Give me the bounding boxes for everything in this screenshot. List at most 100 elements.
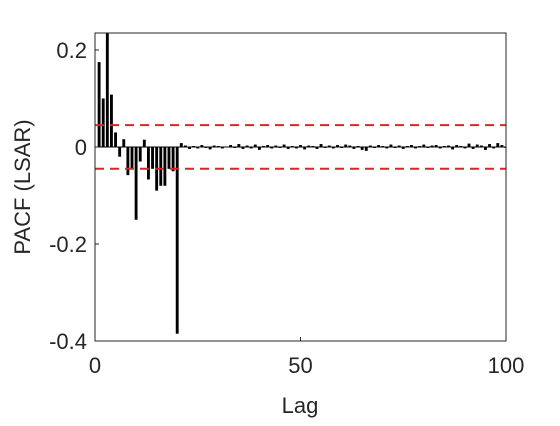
bar xyxy=(368,145,372,147)
bar xyxy=(393,146,397,148)
bar xyxy=(245,145,249,147)
y-tick-label: -0.4 xyxy=(49,329,87,354)
bar xyxy=(401,146,405,149)
y-axis-label: PACF (LSAR) xyxy=(10,119,35,254)
bar xyxy=(426,146,430,148)
bar xyxy=(179,143,183,147)
bar xyxy=(484,146,487,150)
bar xyxy=(220,146,224,149)
bar xyxy=(340,146,344,148)
bar xyxy=(447,145,450,147)
bar xyxy=(352,146,356,149)
bar xyxy=(290,146,294,147)
bar xyxy=(344,144,348,147)
bar xyxy=(278,146,282,148)
bar xyxy=(422,144,426,147)
bar xyxy=(200,145,204,147)
bar xyxy=(356,146,360,147)
bar xyxy=(504,146,506,148)
bar xyxy=(496,143,500,147)
bar xyxy=(204,146,208,148)
bar xyxy=(110,94,113,147)
bar xyxy=(475,144,479,147)
bar xyxy=(257,146,261,150)
bar xyxy=(463,146,467,149)
bar xyxy=(134,146,138,220)
bar xyxy=(331,146,335,149)
bar xyxy=(303,146,307,150)
bar xyxy=(266,145,270,147)
bar xyxy=(118,146,122,157)
bar xyxy=(130,146,134,169)
bar xyxy=(414,146,418,149)
bar xyxy=(410,145,413,147)
bar xyxy=(299,145,302,147)
bar xyxy=(364,146,368,151)
bar xyxy=(327,145,331,147)
bar xyxy=(434,145,438,147)
bar xyxy=(208,146,212,150)
bar xyxy=(377,145,381,147)
bar xyxy=(451,146,455,150)
bar xyxy=(455,145,459,147)
bar xyxy=(360,146,364,150)
x-axis-label: Lag xyxy=(282,393,319,418)
bar xyxy=(253,144,257,147)
bar xyxy=(274,145,278,147)
y-tick-label: 0 xyxy=(75,135,87,160)
bar xyxy=(467,143,471,147)
bar xyxy=(212,145,216,147)
bar xyxy=(114,132,117,147)
bar xyxy=(311,146,315,147)
bar xyxy=(237,144,241,147)
bar xyxy=(418,146,422,147)
bar xyxy=(159,146,163,186)
bar xyxy=(225,146,228,148)
bar xyxy=(389,144,393,147)
bar xyxy=(373,146,376,148)
x-tick-label: 0 xyxy=(89,353,101,378)
bar xyxy=(471,146,475,149)
bar xyxy=(488,144,491,147)
bar xyxy=(294,146,298,149)
bar xyxy=(479,145,483,147)
bar xyxy=(163,146,167,186)
bar xyxy=(385,146,389,149)
bar xyxy=(286,146,290,149)
bar xyxy=(142,139,146,147)
bar xyxy=(282,144,286,147)
bar xyxy=(336,145,339,147)
x-tick-label: 50 xyxy=(288,353,312,378)
bar xyxy=(233,146,237,148)
bar xyxy=(348,145,352,147)
x-tick-label: 100 xyxy=(488,353,525,378)
bar xyxy=(323,146,327,148)
bar xyxy=(405,146,409,147)
bar xyxy=(270,146,274,149)
bar xyxy=(167,146,171,169)
bar xyxy=(229,145,233,147)
bar xyxy=(438,146,442,149)
bar xyxy=(192,146,196,147)
bar xyxy=(500,145,504,147)
bar xyxy=(126,146,130,176)
bar xyxy=(196,146,200,149)
bar xyxy=(241,146,245,149)
bar xyxy=(101,98,105,147)
bar xyxy=(138,146,142,162)
bar xyxy=(105,33,109,147)
bar xyxy=(442,146,446,147)
bar xyxy=(307,145,311,147)
bar xyxy=(249,146,253,149)
bar xyxy=(183,145,187,147)
bar xyxy=(262,146,265,147)
y-tick-label: -0.2 xyxy=(49,232,87,257)
y-tick-label: 0.2 xyxy=(56,38,87,63)
bar xyxy=(97,62,101,147)
bar xyxy=(151,146,154,169)
bar xyxy=(188,146,191,149)
bar xyxy=(146,146,150,180)
bar xyxy=(430,145,434,147)
bar xyxy=(397,145,401,147)
